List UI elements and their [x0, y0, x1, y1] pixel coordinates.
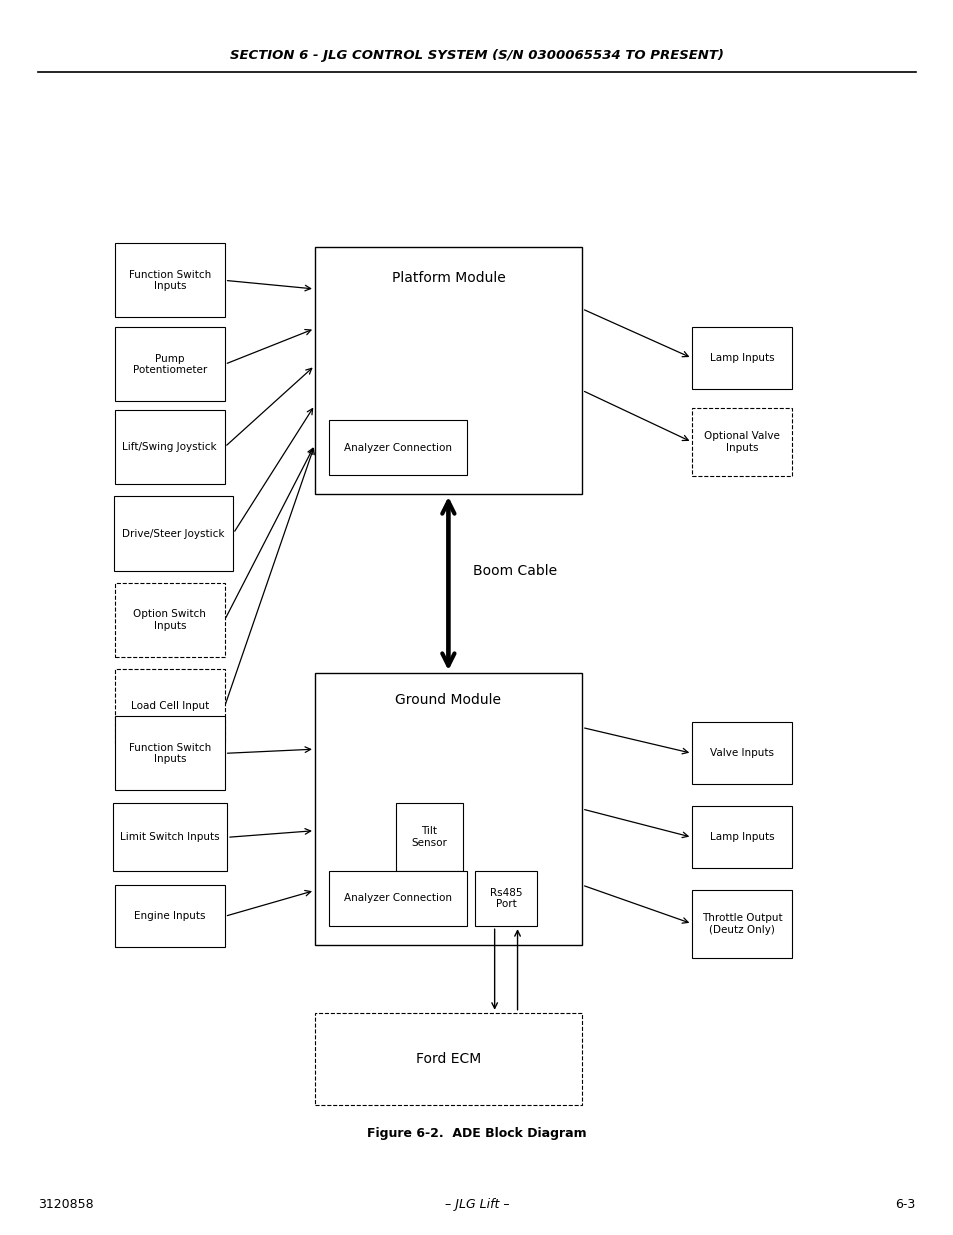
Text: Analyzer Connection: Analyzer Connection: [344, 442, 452, 453]
Bar: [114, 243, 225, 317]
Bar: [475, 871, 537, 926]
Text: Valve Inputs: Valve Inputs: [709, 748, 774, 758]
Text: SECTION 6 - JLG CONTROL SYSTEM (S/N 0300065534 TO PRESENT): SECTION 6 - JLG CONTROL SYSTEM (S/N 0300…: [230, 49, 723, 62]
Bar: [395, 803, 462, 871]
Text: – JLG Lift –: – JLG Lift –: [444, 1198, 509, 1210]
Text: Load Cell Input: Load Cell Input: [131, 701, 209, 711]
Bar: [692, 889, 791, 958]
Bar: [314, 673, 581, 945]
Text: Platform Module: Platform Module: [391, 270, 505, 285]
Bar: [692, 327, 791, 389]
Text: Optional Valve
Inputs: Optional Valve Inputs: [703, 431, 780, 453]
Bar: [314, 1013, 581, 1105]
Bar: [329, 871, 467, 926]
Text: Figure 6-2.  ADE Block Diagram: Figure 6-2. ADE Block Diagram: [367, 1128, 586, 1140]
Text: 6-3: 6-3: [895, 1198, 915, 1210]
Bar: [114, 327, 225, 401]
Text: Analyzer Connection: Analyzer Connection: [344, 893, 452, 904]
Text: Pump
Potentiometer: Pump Potentiometer: [132, 353, 207, 375]
Text: Boom Cable: Boom Cable: [473, 564, 557, 578]
Text: Throttle Output
(Deutz Only): Throttle Output (Deutz Only): [701, 913, 781, 935]
Text: Ford ECM: Ford ECM: [416, 1052, 480, 1066]
Bar: [112, 804, 227, 872]
Text: Lift/Swing Joystick: Lift/Swing Joystick: [122, 442, 217, 452]
Bar: [114, 885, 225, 947]
Text: Function Switch
Inputs: Function Switch Inputs: [129, 742, 211, 764]
Bar: [114, 716, 225, 790]
Text: Drive/Steer Joystick: Drive/Steer Joystick: [122, 529, 225, 538]
Text: Tilt
Sensor: Tilt Sensor: [411, 826, 447, 847]
Text: Lamp Inputs: Lamp Inputs: [709, 832, 774, 842]
Text: Limit Switch Inputs: Limit Switch Inputs: [120, 832, 219, 842]
Text: 3120858: 3120858: [38, 1198, 93, 1210]
Bar: [114, 410, 225, 484]
Bar: [314, 247, 581, 494]
Text: Engine Inputs: Engine Inputs: [134, 911, 205, 921]
Text: Option Switch
Inputs: Option Switch Inputs: [133, 609, 206, 631]
Bar: [114, 496, 233, 571]
Bar: [692, 408, 791, 475]
Text: Lamp Inputs: Lamp Inputs: [709, 353, 774, 363]
Bar: [329, 420, 467, 475]
Bar: [114, 583, 225, 657]
Bar: [692, 806, 791, 868]
Text: Rs485
Port: Rs485 Port: [489, 888, 522, 909]
Bar: [692, 722, 791, 784]
Text: Ground Module: Ground Module: [395, 693, 501, 708]
Text: Function Switch
Inputs: Function Switch Inputs: [129, 269, 211, 291]
Bar: [114, 669, 225, 743]
